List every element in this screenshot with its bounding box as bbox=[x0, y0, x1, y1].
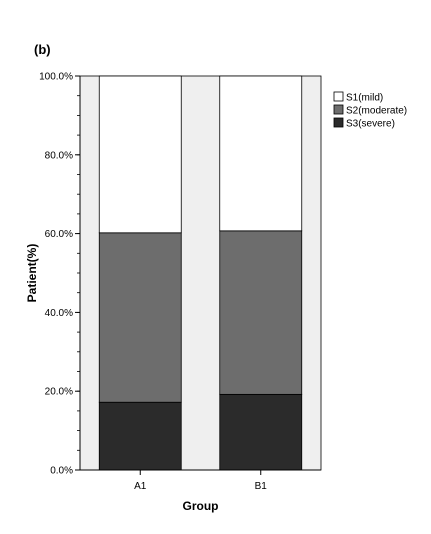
y-axis-title: Patient(%) bbox=[25, 244, 39, 303]
legend-label: S3(severe) bbox=[346, 119, 395, 130]
legend-label: S2(moderate) bbox=[346, 106, 407, 117]
y-tick-label: 100.0% bbox=[39, 72, 73, 83]
panel-label: (b) bbox=[34, 42, 51, 57]
legend: S1(mild) S2(moderate) S3(severe) bbox=[333, 91, 407, 130]
legend-swatch bbox=[333, 104, 344, 115]
x-tick-label: B1 bbox=[255, 481, 268, 492]
y-tick-label: 20.0% bbox=[45, 387, 73, 398]
bar-segment-A1-2 bbox=[98, 75, 182, 234]
y-tick-label: 80.0% bbox=[45, 150, 73, 161]
y-tick-label: 60.0% bbox=[45, 229, 73, 240]
x-axis-title: Group bbox=[183, 499, 219, 513]
y-ticks-group: 0.0% 20.0% 40.0% 60.0% 80.0% 100.0% bbox=[39, 72, 80, 477]
legend-label: S1(mild) bbox=[346, 93, 383, 104]
bar-segment-A1-0 bbox=[98, 401, 182, 471]
bar-segment-B1-1 bbox=[219, 230, 303, 395]
x-tick-label: A1 bbox=[134, 481, 147, 492]
y-tick-label: 40.0% bbox=[45, 308, 73, 319]
y-tick-label: 0.0% bbox=[50, 466, 73, 477]
bars-group bbox=[98, 75, 303, 471]
x-ticks-group: A1 B1 bbox=[134, 470, 267, 492]
bar-segment-A1-1 bbox=[98, 232, 182, 403]
legend-swatch bbox=[333, 117, 344, 128]
bar-segment-B1-2 bbox=[219, 75, 303, 232]
bar-segment-B1-0 bbox=[219, 393, 303, 471]
legend-swatch bbox=[333, 91, 344, 102]
